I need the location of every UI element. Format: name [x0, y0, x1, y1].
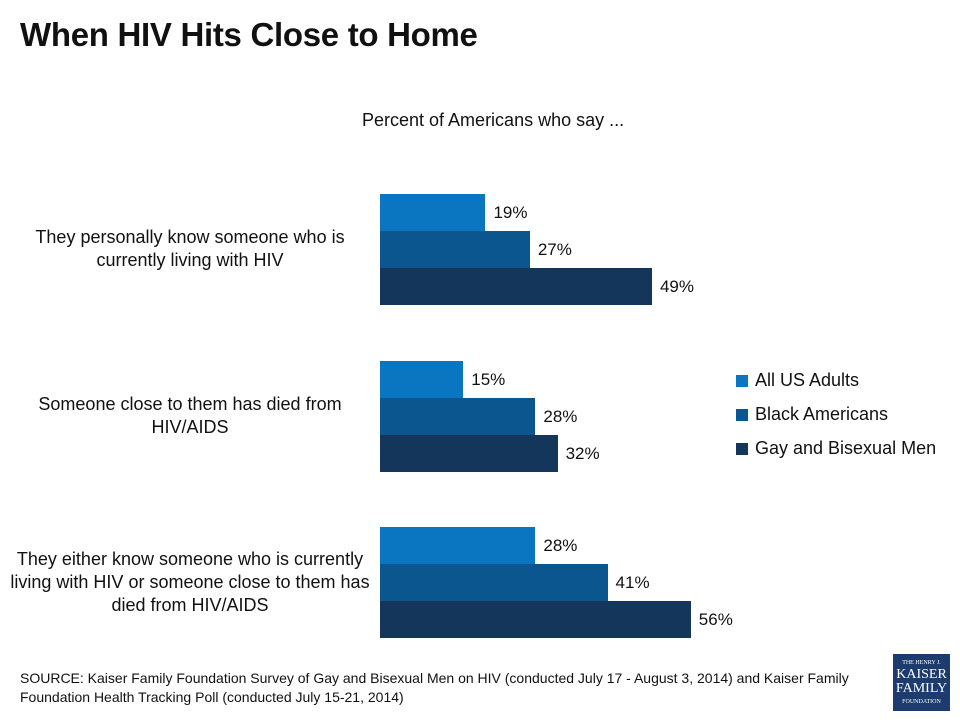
bar [380, 601, 691, 638]
data-label: 19% [493, 203, 528, 222]
legend-label: All US Adults [755, 370, 860, 390]
bar [380, 435, 558, 472]
bar [380, 398, 536, 435]
bar [380, 527, 536, 564]
bar [380, 361, 464, 398]
legend-item: Black Americans [736, 404, 888, 425]
bar [380, 231, 530, 268]
data-label: 28% [543, 536, 578, 555]
data-label: 56% [698, 610, 733, 629]
data-label: 49% [659, 277, 694, 296]
category-label: Someone close to them has died from HIV/… [38, 394, 342, 437]
legend-label: Gay and Bisexual Men [755, 438, 937, 458]
data-label: 27% [537, 240, 572, 259]
bar [380, 194, 486, 231]
data-label: 28% [543, 407, 578, 426]
page-title: When HIV Hits Close to Home [20, 16, 478, 53]
data-label: 32% [565, 444, 600, 463]
data-label: 41% [615, 573, 650, 592]
chart-subtitle: Percent of Americans who say ... [362, 110, 625, 130]
legend-swatch [736, 374, 748, 387]
category-label: They either know someone who is currentl… [10, 548, 370, 615]
bar [380, 268, 652, 305]
legend-item: All US Adults [736, 370, 859, 391]
legend-item: Gay and Bisexual Men [736, 438, 936, 459]
kff-logo: THE HENRY J. KAISER FAMILY FOUNDATION [893, 654, 950, 711]
source-note: SOURCE: Kaiser Family Foundation Survey … [20, 670, 849, 705]
data-label: 15% [471, 370, 506, 389]
bar [380, 564, 608, 601]
legend-swatch [736, 408, 748, 421]
legend-swatch [736, 442, 748, 455]
category-label: They personally know someone who is curr… [35, 227, 345, 270]
legend-label: Black Americans [755, 404, 889, 424]
